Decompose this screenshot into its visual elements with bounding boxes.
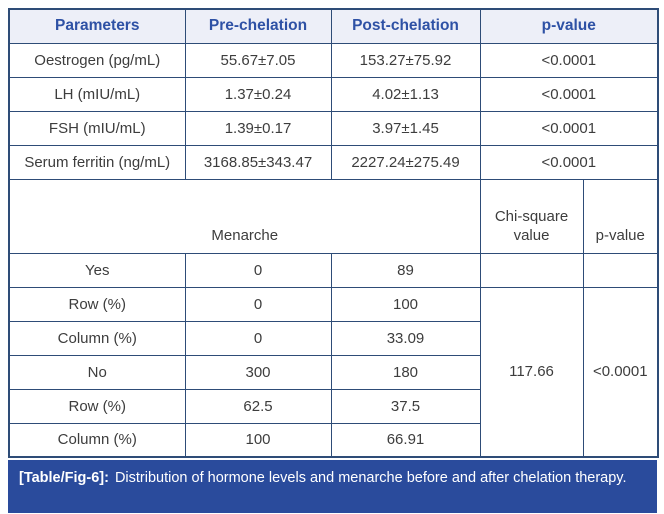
pre-chelation-cell: 0 <box>184 320 332 356</box>
table-header-row: Parameters Pre-chelation Post-chelation … <box>8 8 659 44</box>
post-chelation-cell: 33.09 <box>330 320 481 356</box>
table-row-serum-ferritin: Serum ferritin (ng/mL) 3168.85±343.47 22… <box>8 144 659 180</box>
menarche-row-label: Row (%) <box>8 388 186 424</box>
table-caption-text: Distribution of hormone levels and menar… <box>114 470 627 486</box>
menarche-row-label: Column (%) <box>8 422 186 458</box>
menarche-row-no-row-pct: Row (%) 62.5 37.5 <box>8 388 658 424</box>
menarche-row-yes: Yes 0 89 <box>8 252 659 288</box>
menarche-row-no-column-pct: Column (%) 100 66.91 <box>8 422 658 458</box>
pre-chelation-cell: 1.39±0.17 <box>184 110 332 146</box>
chi-square-value-cell: 117.66 <box>479 286 584 458</box>
post-chelation-cell: 100 <box>330 286 481 322</box>
menarche-row-label: Row (%) <box>8 286 186 322</box>
col-header-pre-chelation: Pre-chelation <box>184 8 332 44</box>
empty-chi-square-cell <box>479 252 584 288</box>
parameter-cell: FSH (mIU/mL) <box>8 110 186 146</box>
post-chelation-cell: 37.5 <box>330 388 481 424</box>
col-header-post-chelation: Post-chelation <box>330 8 481 44</box>
menarche-p-value-cell: <0.0001 <box>582 286 659 458</box>
menarche-row-label: No <box>8 354 186 390</box>
table-caption: [Table/Fig-6]: Distribution of hormone le… <box>8 460 657 513</box>
pre-chelation-cell: 3168.85±343.47 <box>184 144 332 180</box>
menarche-row-label: Column (%) <box>8 320 186 356</box>
pre-chelation-cell: 0 <box>184 286 332 322</box>
p-value-cell: <0.0001 <box>479 42 659 78</box>
pre-chelation-cell: 0 <box>184 252 332 288</box>
chi-square-header-cell: Chi-square value <box>479 178 584 254</box>
parameter-cell: LH (mIU/mL) <box>8 76 186 112</box>
table-caption-label: [Table/Fig-6]: <box>19 470 109 486</box>
p-value-cell: <0.0001 <box>479 144 659 180</box>
post-chelation-cell: 4.02±1.13 <box>330 76 481 112</box>
parameter-cell: Serum ferritin (ng/mL) <box>8 144 186 180</box>
parameter-cell: Oestrogen (pg/mL) <box>8 42 186 78</box>
pre-chelation-cell: 100 <box>184 422 332 458</box>
col-header-parameters: Parameters <box>8 8 186 44</box>
post-chelation-cell: 3.97±1.45 <box>330 110 481 146</box>
table-row-lh: LH (mIU/mL) 1.37±0.24 4.02±1.13 <0.0001 <box>8 76 659 112</box>
p-value-cell: <0.0001 <box>479 76 659 112</box>
empty-p-value-cell <box>582 252 659 288</box>
hormone-menarche-table: Parameters Pre-chelation Post-chelation … <box>8 8 660 458</box>
post-chelation-cell: 89 <box>330 252 481 288</box>
post-chelation-cell: 2227.24±275.49 <box>330 144 481 180</box>
table-row-oestrogen: Oestrogen (pg/mL) 55.67±7.05 153.27±75.9… <box>8 42 659 78</box>
menarche-row-yes-row-pct: Row (%) 0 100 117.66 <0.0001 <box>8 286 659 458</box>
p-value-cell: <0.0001 <box>479 110 659 146</box>
table-row-fsh: FSH (mIU/mL) 1.39±0.17 3.97±1.45 <0.0001 <box>8 110 659 146</box>
post-chelation-cell: 66.91 <box>330 422 481 458</box>
pre-chelation-cell: 55.67±7.05 <box>184 42 332 78</box>
menarche-row-label: Yes <box>8 252 186 288</box>
menarche-row-yes-column-pct: Column (%) 0 33.09 <box>8 320 658 356</box>
pre-chelation-cell: 300 <box>184 354 332 390</box>
menarche-p-value-header-cell: p-value <box>582 178 659 254</box>
col-header-p-value: p-value <box>479 8 659 44</box>
post-chelation-cell: 153.27±75.92 <box>330 42 481 78</box>
menarche-header-row: Menarche Chi-square value p-value <box>8 178 659 254</box>
pre-chelation-cell: 62.5 <box>184 388 332 424</box>
post-chelation-cell: 180 <box>330 354 481 390</box>
pre-chelation-cell: 1.37±0.24 <box>184 76 332 112</box>
menarche-label-cell: Menarche <box>8 178 481 254</box>
